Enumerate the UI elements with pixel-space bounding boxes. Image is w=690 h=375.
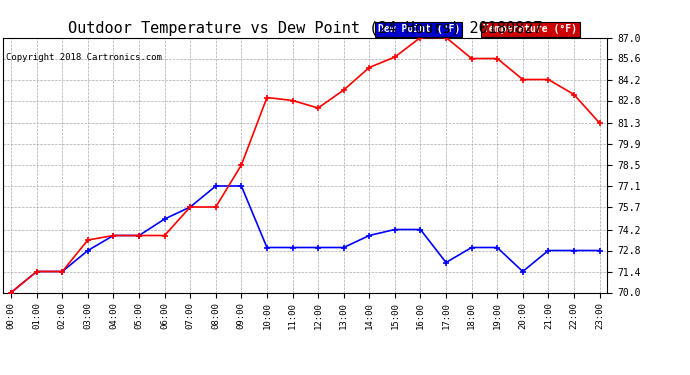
Title: Outdoor Temperature vs Dew Point (24 Hours) 20180827: Outdoor Temperature vs Dew Point (24 Hou… xyxy=(68,21,542,36)
Text: Dew Point (°F): Dew Point (°F) xyxy=(378,24,460,34)
Text: Temperature (°F): Temperature (°F) xyxy=(484,24,578,34)
Text: Copyright 2018 Cartronics.com: Copyright 2018 Cartronics.com xyxy=(6,53,161,62)
